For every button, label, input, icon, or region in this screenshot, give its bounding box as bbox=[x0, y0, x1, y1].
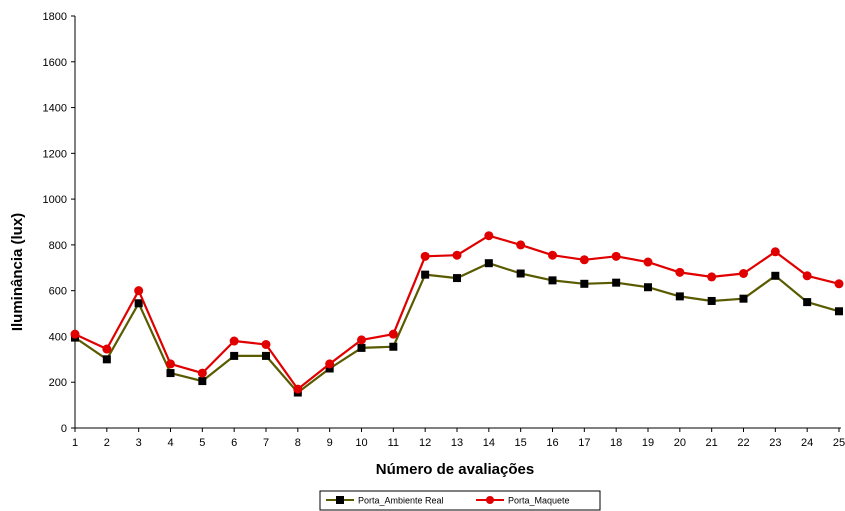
x-tick-label: 14 bbox=[483, 437, 495, 449]
data-point-circle bbox=[102, 344, 112, 354]
x-tick-label: 4 bbox=[167, 437, 173, 449]
x-tick-label: 24 bbox=[801, 437, 813, 449]
data-point-circle bbox=[134, 286, 144, 296]
data-point-circle bbox=[325, 359, 335, 369]
data-point-square bbox=[166, 369, 175, 378]
data-point-circle bbox=[611, 251, 621, 261]
y-tick-label: 1000 bbox=[43, 194, 67, 206]
x-tick-label: 7 bbox=[263, 437, 269, 449]
y-tick-label: 200 bbox=[49, 377, 67, 389]
data-point-circle bbox=[834, 279, 844, 289]
data-point-square bbox=[516, 269, 525, 278]
data-point-circle bbox=[739, 269, 748, 278]
data-point-square bbox=[357, 343, 366, 352]
data-point-circle bbox=[516, 240, 526, 250]
x-tick-label: 16 bbox=[546, 437, 558, 449]
data-point-circle bbox=[548, 250, 557, 260]
data-point-circle bbox=[388, 329, 398, 339]
data-point-circle bbox=[197, 368, 207, 378]
data-point-circle bbox=[420, 251, 430, 261]
data-point-square bbox=[612, 278, 621, 287]
x-tick-label: 20 bbox=[674, 437, 686, 449]
data-point-circle bbox=[229, 336, 239, 346]
y-tick-label: 400 bbox=[49, 331, 67, 343]
data-point-circle bbox=[675, 267, 685, 277]
legend-label-1: Porta_Ambiente Real bbox=[358, 496, 444, 506]
data-point-square bbox=[453, 274, 461, 283]
data-point-square bbox=[198, 377, 207, 386]
legend-marker-circle bbox=[486, 496, 494, 504]
data-point-square bbox=[707, 296, 716, 305]
data-point-circle bbox=[166, 359, 175, 369]
y-tick-label: 0 bbox=[61, 423, 67, 435]
x-tick-label: 17 bbox=[578, 437, 590, 449]
y-tick-label: 1800 bbox=[43, 11, 67, 23]
y-tick-label: 1400 bbox=[43, 103, 67, 115]
x-tick-label: 12 bbox=[419, 437, 431, 449]
legend: Porta_Ambiente Real Porta_Maquete bbox=[319, 490, 601, 511]
data-point-square bbox=[230, 351, 239, 360]
data-point-circle bbox=[452, 250, 462, 260]
data-point-circle bbox=[802, 271, 812, 281]
x-tick-label: 25 bbox=[833, 437, 845, 449]
legend-label-2: Porta_Maquete bbox=[508, 496, 570, 506]
data-point-circle bbox=[707, 272, 717, 282]
legend-marker-square bbox=[336, 496, 344, 504]
data-point-circle bbox=[484, 231, 494, 241]
x-tick-label: 22 bbox=[737, 437, 749, 449]
x-axis-title: Número de avaliações bbox=[376, 461, 534, 478]
data-point-square bbox=[771, 271, 780, 280]
x-tick-label: 21 bbox=[706, 437, 718, 449]
data-point-circle bbox=[579, 255, 589, 265]
series-line-1 bbox=[74, 262, 840, 394]
data-point-square bbox=[421, 270, 430, 279]
data-point-circle bbox=[261, 339, 271, 349]
data-point-square bbox=[325, 364, 334, 373]
data-point-square bbox=[548, 276, 557, 285]
x-tick-label: 9 bbox=[327, 437, 333, 449]
data-point-circle bbox=[643, 257, 653, 267]
data-point-circle bbox=[70, 329, 80, 339]
x-tick-label: 5 bbox=[199, 437, 205, 449]
x-tick-label: 6 bbox=[231, 437, 237, 449]
data-point-square bbox=[389, 342, 398, 351]
data-point-square bbox=[484, 259, 493, 268]
data-point-circle bbox=[357, 335, 366, 345]
x-tick-label: 2 bbox=[104, 437, 110, 449]
x-tick-label: 18 bbox=[610, 437, 622, 449]
x-tick-label: 1 bbox=[72, 437, 78, 449]
x-tick-label: 19 bbox=[642, 437, 654, 449]
data-point-square bbox=[102, 355, 111, 364]
data-point-circle bbox=[293, 384, 303, 394]
data-point-square bbox=[134, 299, 143, 308]
y-tick-label: 600 bbox=[49, 286, 67, 298]
data-point-circle bbox=[770, 247, 780, 257]
data-point-square bbox=[803, 298, 812, 307]
x-tick-label: 10 bbox=[355, 437, 367, 449]
x-tick-label: 11 bbox=[388, 437, 399, 449]
x-tick-label: 23 bbox=[769, 437, 781, 449]
data-point-square bbox=[644, 283, 652, 292]
data-point-square bbox=[739, 294, 748, 303]
legend-box bbox=[319, 490, 601, 511]
x-tick-label: 3 bbox=[136, 437, 142, 449]
data-point-square bbox=[835, 307, 843, 316]
x-tick-label: 8 bbox=[295, 437, 301, 449]
y-tick-label: 1600 bbox=[43, 57, 67, 69]
y-tick-label: 800 bbox=[49, 240, 67, 252]
data-point-square bbox=[675, 292, 684, 301]
data-point-square bbox=[262, 351, 270, 360]
x-tick-label: 15 bbox=[515, 437, 527, 449]
y-axis-title: Iluminância (lux) bbox=[9, 213, 26, 331]
data-point-square bbox=[580, 279, 589, 288]
x-tick-label: 13 bbox=[451, 437, 463, 449]
y-tick-label: 1200 bbox=[43, 148, 67, 160]
